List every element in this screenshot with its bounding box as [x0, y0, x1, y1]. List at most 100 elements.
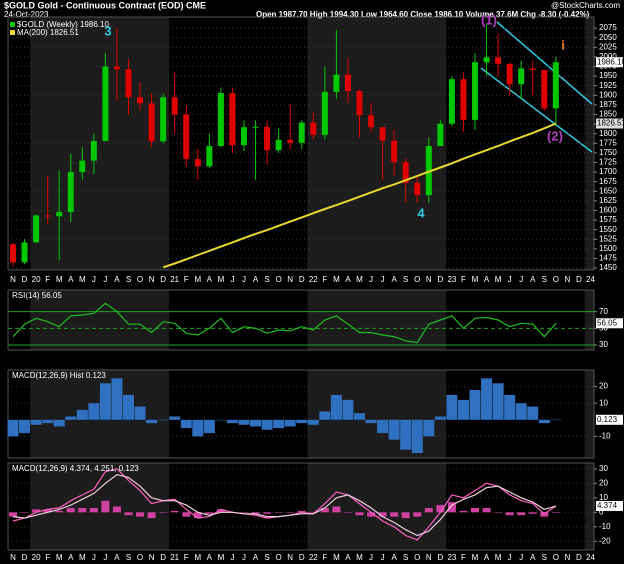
bar	[215, 419, 227, 421]
x-tick-label: J	[508, 553, 512, 562]
year-band	[307, 370, 447, 458]
bar	[538, 419, 550, 424]
x-tick-label: J	[230, 275, 234, 284]
candle-body	[541, 69, 548, 109]
x-tick-label: A	[391, 553, 397, 562]
bar	[354, 413, 365, 420]
bar	[192, 419, 204, 437]
source: @StockCharts.com	[551, 1, 620, 10]
y-tick-label: 1900	[599, 90, 617, 99]
candle-body	[275, 139, 282, 151]
x-tick-label: F	[461, 553, 466, 562]
y-tick-label: 1875	[599, 100, 617, 109]
bar	[99, 383, 111, 420]
year-band	[30, 370, 169, 458]
year-band	[307, 290, 447, 350]
panel-title: RSI(14) 56.05	[12, 291, 62, 300]
candle-body	[448, 79, 455, 124]
last-value-box	[596, 414, 623, 425]
candle-body	[333, 74, 340, 92]
bar	[492, 383, 504, 420]
histogram-bar	[216, 509, 225, 513]
x-tick-label: N	[149, 553, 155, 562]
last-value-box	[596, 318, 623, 329]
panel-frame	[7, 462, 595, 551]
x-tick-label: D	[299, 275, 305, 284]
y-tick-label: 20	[599, 382, 608, 391]
x-tick-label: F	[322, 275, 327, 284]
y-tick-label: 1500	[599, 244, 617, 253]
x-tick-label: 22	[309, 553, 318, 562]
year-band	[30, 290, 169, 350]
x-tick-label: 24	[586, 275, 595, 284]
y-tick-label: 1925	[599, 81, 617, 90]
bar	[365, 419, 377, 424]
bar	[342, 399, 354, 420]
last-value-label: 0.123	[597, 415, 618, 424]
histogram-bar	[66, 507, 75, 513]
candle-body	[10, 244, 16, 263]
histogram-bar	[112, 506, 121, 513]
series-line	[162, 122, 557, 269]
x-tick-label: F	[45, 275, 50, 284]
candle-body	[495, 57, 502, 64]
y-tick-label: -10	[599, 522, 611, 531]
x-tick-label: S	[126, 553, 131, 562]
histogram-bar	[55, 510, 64, 513]
bar	[226, 419, 238, 424]
panel-title: MACD(12,26,9) Hist 0.123	[12, 371, 106, 380]
candle-body	[67, 172, 74, 213]
x-tick-label: F	[184, 553, 189, 562]
x-tick-label: M	[194, 553, 201, 562]
bar	[400, 419, 412, 450]
histogram-bar	[505, 512, 514, 516]
histogram-bar	[193, 512, 202, 519]
x-tick-label: O	[553, 275, 559, 284]
histogram-bar	[136, 512, 145, 517]
y-tick-label: 1525	[599, 234, 617, 243]
last-value-box	[596, 500, 623, 511]
x-tick-label: 22	[309, 275, 318, 284]
x-tick-label: M	[495, 275, 502, 284]
annotation: 4	[417, 205, 425, 220]
y-tick-label: 0	[599, 507, 604, 516]
x-tick-label: M	[79, 553, 86, 562]
y-tick-label: 1650	[599, 186, 617, 195]
bar	[19, 419, 31, 434]
x-tick-label: M	[333, 553, 340, 562]
x-tick-label: J	[381, 275, 385, 284]
candle-body	[460, 79, 467, 120]
x-tick-label: N	[426, 275, 432, 284]
legend-entry: MA(200) 1826.51	[17, 28, 79, 37]
x-tick-label: A	[484, 275, 490, 284]
histogram-bar	[20, 512, 29, 513]
candle-body	[33, 215, 40, 243]
candle-body	[171, 97, 178, 115]
series-line	[12, 302, 557, 344]
x-tick-label: N	[565, 275, 571, 284]
y-tick-label: 2000	[599, 52, 617, 61]
x-tick-label: O	[414, 275, 420, 284]
bar	[388, 419, 400, 440]
histogram-bar	[320, 507, 329, 513]
x-tick-label: M	[218, 275, 225, 284]
bar	[457, 399, 469, 420]
bar	[504, 394, 516, 420]
x-tick-label: J	[519, 275, 523, 284]
histogram-bar	[551, 512, 560, 513]
candle-body	[241, 127, 247, 146]
annotation: (1)	[481, 12, 497, 27]
candle-body	[310, 122, 317, 135]
histogram-bar	[471, 507, 479, 513]
bar	[157, 419, 169, 421]
x-tick-label: 20	[32, 553, 41, 562]
y-tick-label: 2075	[599, 23, 617, 32]
bar	[423, 419, 435, 437]
x-tick-label: A	[114, 275, 120, 284]
candle-body	[298, 122, 305, 143]
histogram-bar	[297, 510, 306, 513]
candle-body	[414, 182, 421, 196]
candle-body	[552, 62, 559, 109]
x-tick-label: N	[10, 553, 16, 562]
candle-body	[160, 97, 167, 142]
